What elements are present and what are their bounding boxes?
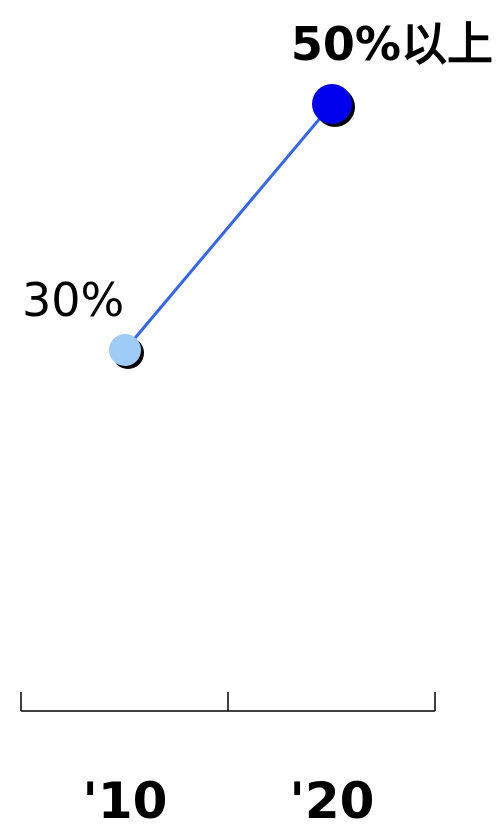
x-tick-label: '20	[290, 772, 375, 828]
data-point	[109, 334, 141, 366]
data-label-layer: 30% 50%以上	[22, 17, 493, 327]
series-layer	[109, 84, 355, 369]
data-label: 30%	[22, 273, 124, 327]
x-axis: '10 '20	[20, 692, 436, 828]
data-point	[312, 84, 352, 124]
data-label: 50%以上	[291, 17, 493, 71]
x-tick-label: '10	[83, 772, 168, 828]
series-line	[123, 103, 334, 351]
